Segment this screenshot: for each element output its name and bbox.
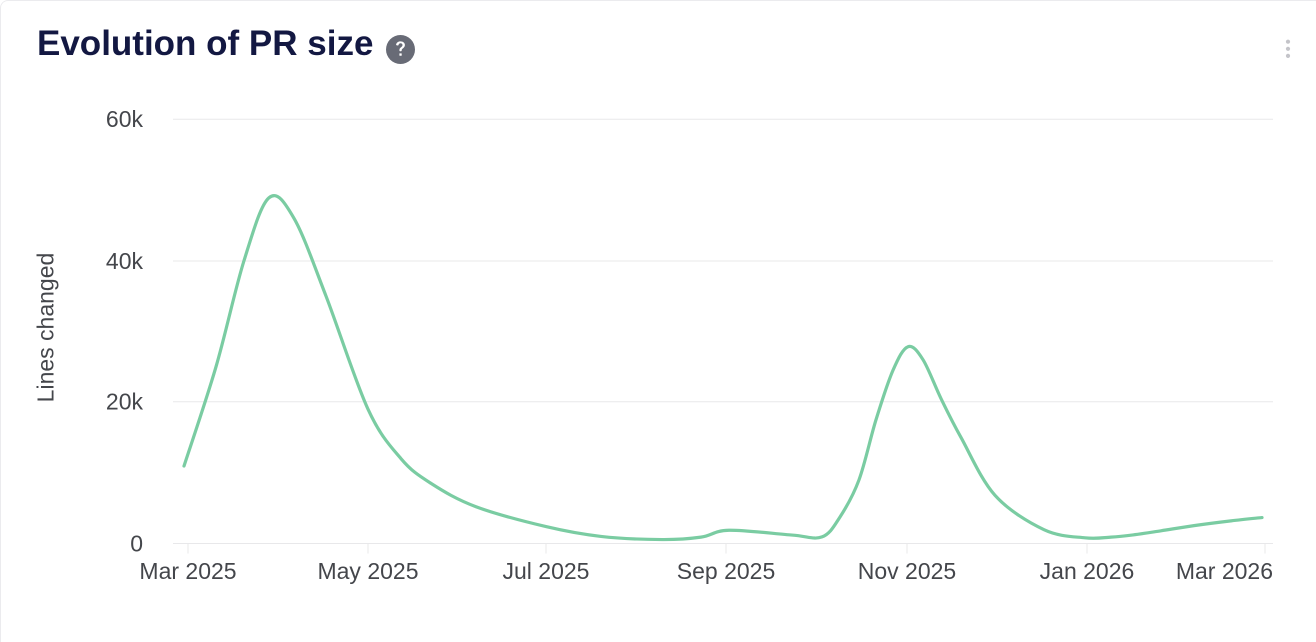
svg-text:60k: 60k [106,106,144,132]
svg-text:Mar 2025: Mar 2025 [139,558,236,584]
svg-text:Sep 2025: Sep 2025 [677,558,775,584]
svg-text:Mar 2026: Mar 2026 [1176,558,1273,584]
svg-text:40k: 40k [106,248,144,274]
svg-text:20k: 20k [106,389,144,415]
svg-text:May 2025: May 2025 [317,558,418,584]
svg-text:Jan 2026: Jan 2026 [1040,558,1135,584]
svg-text:0: 0 [130,531,143,557]
svg-text:Jul 2025: Jul 2025 [503,558,590,584]
svg-text:Nov 2025: Nov 2025 [858,558,956,584]
